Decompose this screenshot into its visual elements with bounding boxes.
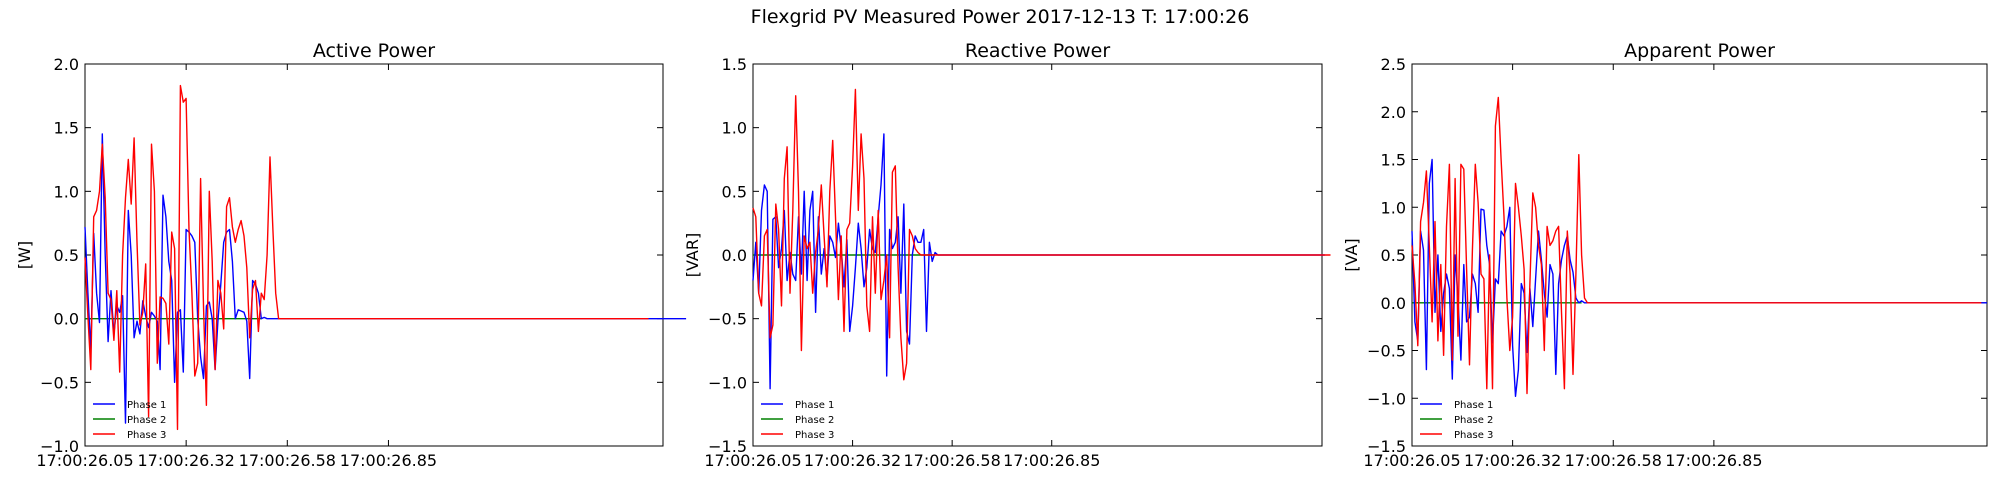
- y-axis-label: [VAR]: [683, 233, 702, 277]
- chart-title: Apparent Power: [1624, 40, 1775, 62]
- figure-title: Flexgrid PV Measured Power 2017-12-13 T:…: [750, 6, 1250, 28]
- y-tick-label: −0.5: [1367, 342, 1406, 361]
- y-tick-label: −0.5: [40, 373, 79, 392]
- series-line-phase-3: [752, 88, 1331, 381]
- plot-frame: [1411, 63, 1988, 447]
- y-tick-label: 1.0: [1381, 198, 1406, 217]
- x-tick-label: 17:00:26.32: [1464, 451, 1561, 470]
- chart-title: Active Power: [313, 40, 435, 62]
- x-tick-label: 17:00:26.85: [1003, 451, 1100, 470]
- y-tick-label: 2.0: [1381, 103, 1406, 122]
- chart-panel-3: Apparent Power [VA] −1.5 −1.0 −0.5 0.0 0.5 1.0 1…: [1342, 40, 1988, 470]
- y-axis-label: [W]: [15, 241, 34, 269]
- y-tick-label: 1.0: [722, 119, 747, 138]
- y-axis-label: [VA]: [1342, 238, 1361, 271]
- y-tick-label: 1.0: [54, 182, 79, 201]
- y-tick-label: 0.5: [722, 182, 747, 201]
- y-tick-label: 0.5: [1381, 246, 1406, 265]
- y-tick-label: −1.0: [708, 373, 747, 392]
- chart-panel-1: Active Power [W] −1.0 −0.5 0.0 0.5 1.0 1.5 2.0 17…: [15, 40, 687, 470]
- x-tick-label: 17:00:26.58: [239, 451, 336, 470]
- series-line-phase-3: [84, 84, 649, 431]
- y-tick-label: 0.5: [54, 246, 79, 265]
- x-tick-label: 17:00:26.58: [903, 451, 1000, 470]
- series-line-phase-1: [752, 133, 1325, 390]
- x-tick-label: 17:00:26.58: [1565, 451, 1662, 470]
- y-tick-label: −1.5: [708, 437, 747, 456]
- x-tick-label: 17:00:26.05: [1363, 451, 1460, 470]
- y-tick-label: −1.5: [1367, 437, 1406, 456]
- legend-label: Phase 3: [1454, 430, 1493, 441]
- x-tick-label: 17:00:26.85: [1665, 451, 1762, 470]
- legend-label: Phase 3: [127, 430, 166, 441]
- y-tick-label: 2.0: [54, 55, 79, 74]
- x-tick-label: 17:00:26.05: [36, 451, 133, 470]
- legend-label: Phase 2: [127, 415, 166, 426]
- series-line-phase-1: [1411, 158, 1987, 397]
- x-tick-label: 17:00:26.85: [340, 451, 437, 470]
- y-tick-label: 1.5: [722, 55, 747, 74]
- legend-label: Phase 2: [1454, 415, 1493, 426]
- legend-label: Phase 1: [795, 400, 834, 411]
- legend-label: Phase 1: [127, 400, 166, 411]
- y-tick-label: 2.5: [1381, 55, 1406, 74]
- chart-title: Reactive Power: [965, 40, 1110, 62]
- legend-label: Phase 2: [795, 415, 834, 426]
- y-tick-label: 0.0: [54, 310, 79, 329]
- legend-label: Phase 1: [1454, 400, 1493, 411]
- y-tick-label: −0.5: [708, 310, 747, 329]
- y-tick-label: 1.5: [54, 119, 79, 138]
- x-tick-label: 17:00:26.32: [137, 451, 234, 470]
- y-tick-label: 0.0: [722, 246, 747, 265]
- y-tick-label: 1.5: [1381, 151, 1406, 170]
- x-tick-label: 17:00:26.05: [704, 451, 801, 470]
- y-tick-label: 0.0: [1381, 294, 1406, 313]
- chart-panel-2: Reactive Power [VAR] −1.5 −1.0 −0.5 0.0 0.5 1.0…: [683, 40, 1331, 470]
- x-tick-label: 17:00:26.32: [804, 451, 901, 470]
- series-line-phase-3: [1411, 96, 1982, 395]
- y-tick-label: −1.0: [1367, 389, 1406, 408]
- y-tick-label: −1.0: [40, 437, 79, 456]
- legend-label: Phase 3: [795, 430, 834, 441]
